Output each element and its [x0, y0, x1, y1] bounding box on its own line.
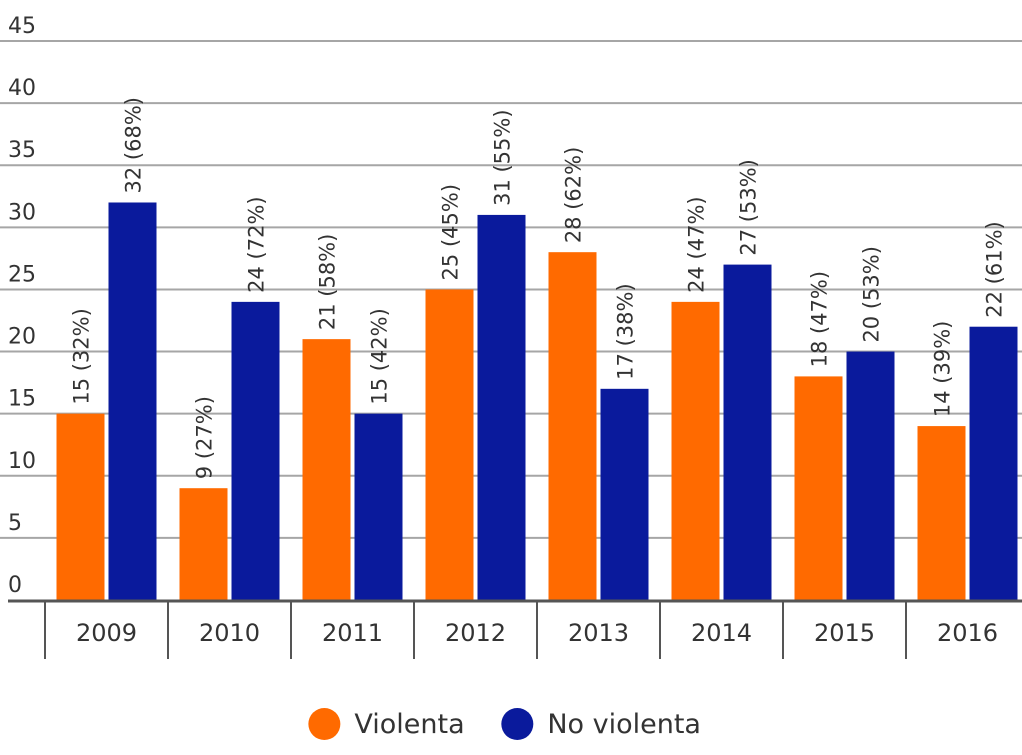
x-tick-label: 2014 [691, 619, 752, 647]
bar-no-violenta-2016 [969, 326, 1018, 600]
bar-no-violenta-2009 [108, 202, 157, 600]
data-label: 32 (68%) [122, 97, 146, 193]
bar-violenta-2015 [794, 376, 843, 600]
data-label: 24 (47%) [685, 196, 709, 292]
y-tick-label: 30 [8, 200, 36, 225]
data-label: 18 (47%) [808, 271, 832, 367]
y-axis-ticks: 0 5 10 15 20 25 30 35 40 45 [8, 14, 36, 598]
y-tick-label: 45 [8, 14, 36, 39]
y-tick-label: 10 [8, 449, 36, 474]
data-label: 15 (42%) [368, 308, 392, 404]
data-label: 21 (58%) [316, 234, 340, 330]
bar-violenta-2011 [302, 339, 351, 600]
data-label: 15 (32%) [70, 308, 94, 404]
legend-label-violenta: Violenta [354, 709, 464, 740]
legend-marker-no-violenta [501, 708, 534, 740]
data-label: 25 (45%) [439, 184, 463, 280]
bar-no-violenta-2015 [846, 351, 895, 600]
bar-violenta-2012 [425, 289, 474, 600]
data-label: 9 (27%) [193, 396, 217, 479]
y-tick-label: 40 [8, 76, 36, 101]
data-label: 20 (53%) [860, 246, 884, 342]
bar-violenta-2013 [548, 252, 597, 600]
bar-violenta-2009 [56, 413, 105, 600]
data-label: 14 (39%) [931, 321, 955, 417]
x-axis: 2009 2010 2011 2012 2013 2014 2015 2016 [8, 599, 1022, 659]
bar-no-violenta-2010 [231, 301, 280, 600]
x-tick-label: 2010 [199, 619, 260, 647]
x-tick-label: 2013 [568, 619, 629, 647]
legend: Violenta No violenta [308, 708, 701, 740]
x-tick-label: 2015 [814, 619, 875, 647]
y-tick-label: 0 [8, 573, 22, 598]
x-tick-label: 2016 [937, 619, 998, 647]
y-tick-label: 20 [8, 325, 36, 350]
data-labels: 15 (32%) 32 (68%) 9 (27%) 24 (72%) 21 (58%) 1… [70, 97, 1007, 479]
bar-violenta-2016 [917, 426, 966, 600]
y-tick-label: 15 [8, 387, 36, 412]
legend-marker-violenta [308, 708, 341, 740]
data-label: 27 (53%) [737, 159, 761, 255]
data-label: 28 (62%) [562, 147, 586, 243]
y-tick-label: 5 [8, 511, 22, 536]
data-label: 17 (38%) [614, 283, 638, 379]
y-tick-label: 35 [8, 138, 36, 163]
x-tick-label: 2009 [76, 619, 137, 647]
legend-label-no-violenta: No violenta [547, 709, 701, 740]
y-tick-label: 25 [8, 262, 36, 287]
data-label: 31 (55%) [491, 109, 515, 205]
bars [56, 202, 1018, 600]
bar-violenta-2014 [671, 301, 720, 600]
bar-violenta-2010 [179, 488, 228, 600]
bar-no-violenta-2014 [723, 264, 772, 600]
bar-no-violenta-2012 [477, 214, 526, 600]
data-label: 22 (61%) [983, 221, 1007, 317]
bar-no-violenta-2011 [354, 413, 403, 600]
bar-no-violenta-2013 [600, 388, 649, 600]
x-tick-label: 2012 [445, 619, 506, 647]
data-label: 24 (72%) [245, 196, 269, 292]
x-tick-label: 2011 [322, 619, 383, 647]
